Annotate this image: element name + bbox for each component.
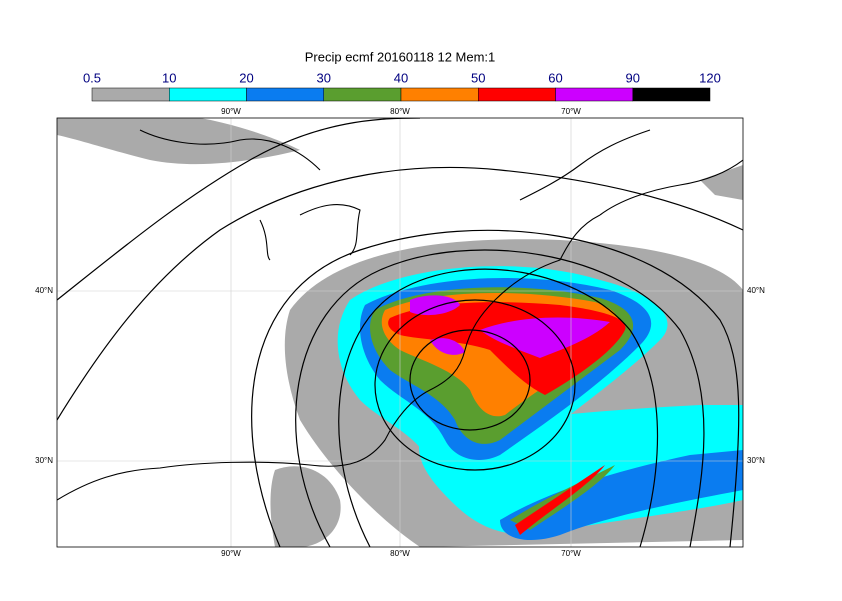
lat-label: 30°N xyxy=(747,456,765,465)
colorbar-box xyxy=(632,87,711,102)
lat-label: 30°N xyxy=(35,456,53,465)
colorbar-box xyxy=(169,87,247,102)
colorbar-label: 40 xyxy=(394,70,408,85)
lon-label: 80°W xyxy=(390,549,410,558)
lon-label: 90°W xyxy=(221,549,241,558)
lon-label: 70°W xyxy=(561,549,581,558)
map-area xyxy=(57,118,743,547)
lat-label: 40°N xyxy=(747,286,765,295)
colorbar-box xyxy=(91,87,170,102)
colorbar-box xyxy=(555,87,633,102)
colorbar: 0.5 10 20 30 40 50 60 90 120 xyxy=(83,70,721,102)
colorbar-box xyxy=(400,87,479,102)
colorbar-label: 20 xyxy=(239,70,253,85)
map-frame xyxy=(56,117,744,548)
lon-label: 90°W xyxy=(221,107,241,116)
colorbar-label: 50 xyxy=(471,70,485,85)
map-title: Precip ecmf 20160118 12 Mem:1 xyxy=(305,49,496,64)
colorbar-label: 10 xyxy=(162,70,176,85)
colorbar-box xyxy=(323,87,402,102)
lat-label: 40°N xyxy=(35,286,53,295)
colorbar-label: 0.5 xyxy=(83,70,101,85)
colorbar-label: 60 xyxy=(548,70,562,85)
colorbar-box xyxy=(478,87,556,102)
colorbar-label: 90 xyxy=(626,70,640,85)
colorbar-label: 120 xyxy=(699,70,721,85)
lon-label: 80°W xyxy=(390,107,410,116)
lon-label: 70°W xyxy=(561,107,581,116)
colorbar-label: 30 xyxy=(317,70,331,85)
colorbar-box xyxy=(246,87,324,102)
